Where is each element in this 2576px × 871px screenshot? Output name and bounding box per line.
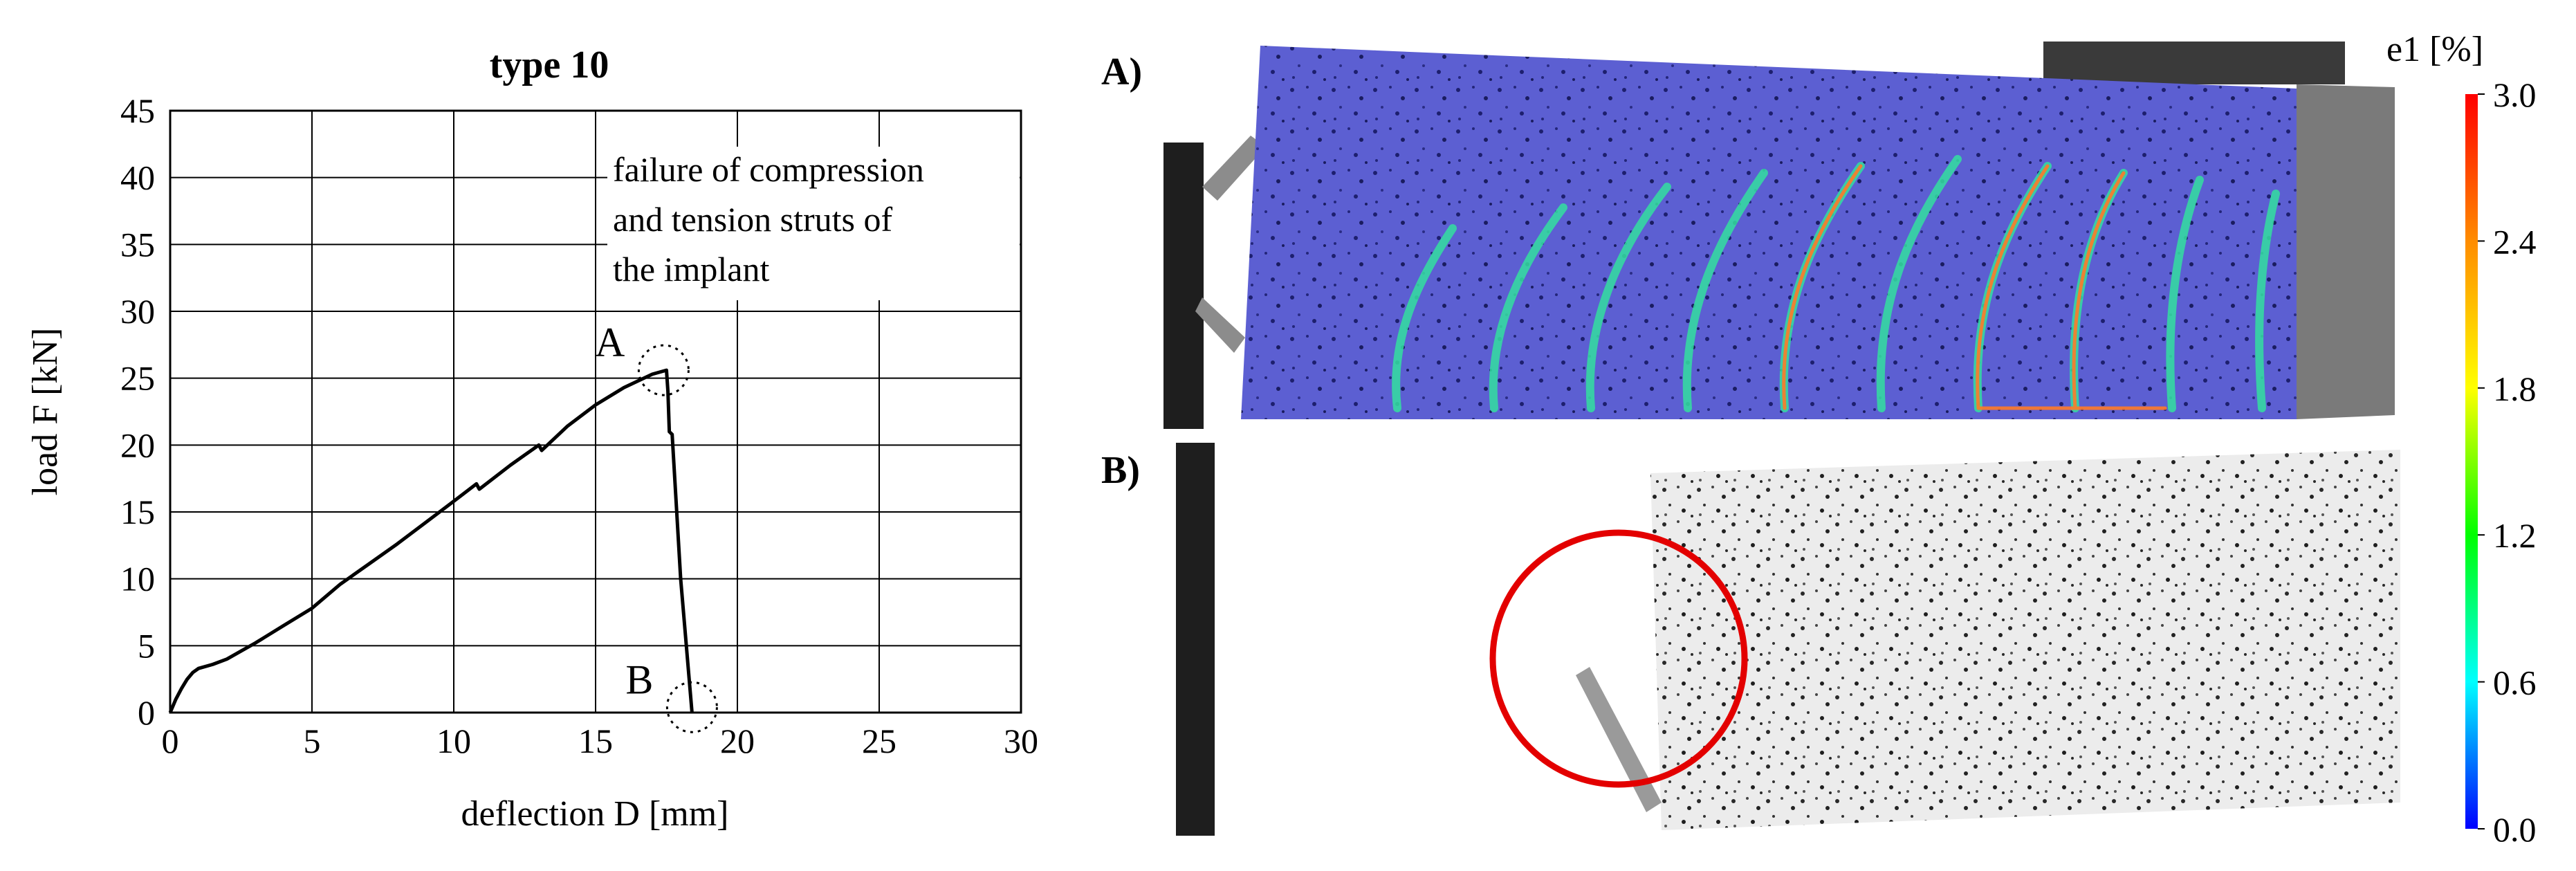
colorbar-title: e1 [%] (2386, 30, 2483, 69)
y-tick-label: 30 (120, 292, 155, 331)
annotation-line-2: and tension struts of (613, 200, 892, 239)
y-tick-label: 40 (120, 158, 155, 197)
colorbar-gradient (2465, 94, 2478, 829)
x-axis-label: deflection D [mm] (461, 794, 729, 834)
point-b-marker (665, 681, 718, 733)
colorbar-tick-label: 2.4 (2493, 222, 2537, 261)
colorbar-tick-label: 3.0 (2493, 75, 2537, 114)
y-tick-label: 25 (120, 359, 155, 398)
implant-struts (1195, 297, 1245, 353)
colorbar-tick-label: 0.0 (2493, 810, 2537, 849)
annotation-line-1: failure of compression (613, 150, 924, 189)
point-a-label: A (595, 320, 625, 365)
y-tick-label: 35 (120, 225, 155, 264)
y-tick-label: 15 (120, 493, 155, 531)
dic-photo-panels: A) B) (1101, 30, 2537, 849)
colorbar-tick-label: 0.6 (2493, 663, 2537, 702)
x-tick-label: 25 (862, 722, 896, 760)
specimen-end-block (2297, 84, 2395, 419)
strain-crack-bands (1392, 155, 2280, 412)
series-line (168, 368, 694, 713)
annotation-line-3: the implant (613, 250, 769, 288)
colorbar-tick-label: 1.8 (2493, 369, 2537, 408)
x-tick-label: 30 (1004, 722, 1038, 760)
x-tick-label: 0 (162, 722, 179, 760)
implant-struts (1202, 136, 1266, 201)
point-a-marker (637, 344, 690, 396)
panel-a-image (1163, 42, 2395, 429)
y-axis-ticks: 0 5 10 15 20 25 30 35 40 45 (120, 91, 155, 732)
y-tick-label: 20 (120, 425, 155, 464)
x-tick-label: 10 (436, 722, 471, 760)
specimen-beam (1650, 450, 2400, 830)
y-tick-label: 5 (138, 626, 155, 665)
colorbar-tick-label: 1.2 (2493, 516, 2537, 555)
failure-highlight-circle (1489, 529, 1748, 788)
x-axis-ticks: 0 5 10 15 20 25 30 (162, 722, 1039, 760)
point-b-label: B (625, 657, 653, 702)
panel-b-label: B) (1101, 449, 1140, 492)
plot-frame (169, 109, 1022, 714)
x-tick-label: 5 (304, 722, 321, 760)
panel-a-label: A) (1101, 51, 1142, 93)
colorbar-ticks: 3.0 2.4 1.8 1.2 0.6 0.0 (2478, 75, 2537, 849)
y-axis-label: load F [kN] (26, 328, 65, 496)
y-tick-label: 45 (120, 91, 155, 130)
x-tick-label: 20 (720, 722, 755, 760)
colorbar: e1 [%] 3.0 2.4 1.8 1.2 0.6 0.0 (2386, 30, 2537, 849)
y-tick-label: 0 (138, 693, 155, 732)
support-column (1163, 143, 1204, 429)
panel-b-image (1176, 443, 2400, 836)
point-markers: AB (595, 320, 718, 733)
annotation-box (607, 147, 1020, 300)
broken-strut (1576, 667, 1662, 812)
chart-title: type 10 (490, 44, 609, 86)
x-tick-label: 15 (578, 722, 613, 760)
support-column (1176, 443, 1215, 836)
loading-plate (2043, 42, 2345, 84)
y-tick-label: 10 (120, 560, 155, 598)
